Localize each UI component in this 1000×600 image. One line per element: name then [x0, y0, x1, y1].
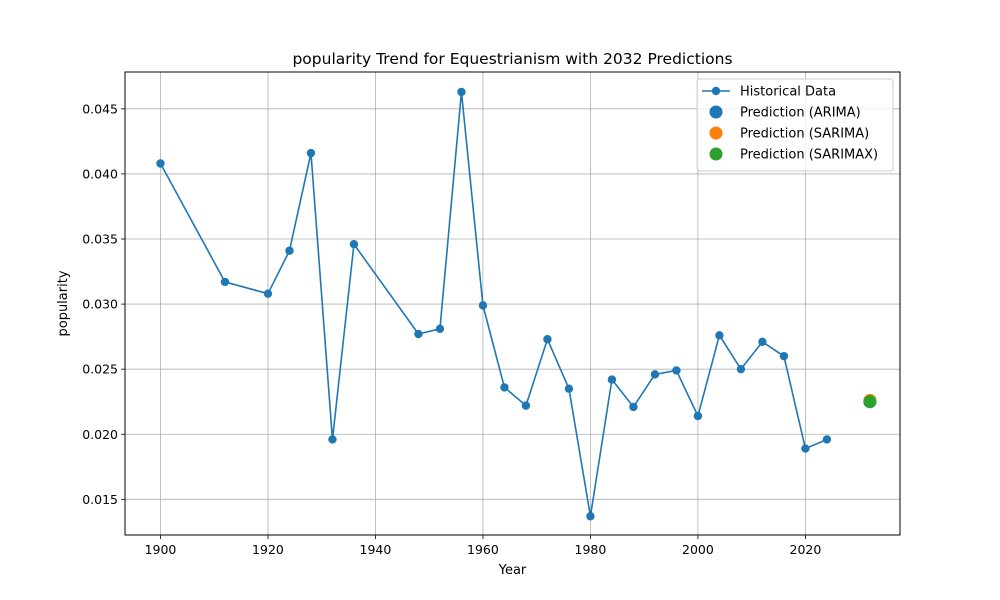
series-layer [156, 87, 877, 521]
x-tick-label: 1920 [252, 542, 284, 557]
data-point [414, 329, 423, 339]
y-tick-label: 0.020 [82, 427, 118, 442]
legend-label: Prediction (SARIMA) [740, 127, 869, 142]
legend-item: Prediction (ARIMA) [709, 105, 861, 121]
grid [125, 72, 900, 535]
data-point [736, 364, 746, 374]
data-point [220, 277, 230, 287]
data-point [779, 351, 789, 361]
data-point [543, 335, 552, 344]
legend-marker [709, 105, 723, 119]
data-point [672, 366, 681, 375]
data-point [285, 246, 294, 255]
data-point [822, 435, 832, 444]
series-historical-data [156, 87, 832, 521]
legend: Historical Data Prediction (ARIMA) Predict… [696, 78, 894, 172]
data-point [758, 337, 767, 347]
data-point [500, 383, 509, 392]
data-point [478, 301, 488, 310]
x-tick-label: 2000 [682, 542, 714, 557]
legend-box [696, 78, 894, 172]
legend-label: Historical Data [740, 85, 836, 100]
ticks: 1900 1920 1940 1960 1980 2000 2020 0.015 0.020 0.… [82, 101, 821, 557]
data-point [650, 370, 660, 379]
legend-item: Prediction (SARIMAX) [709, 147, 878, 163]
y-tick-label: 0.035 [82, 232, 118, 247]
data-point [349, 240, 359, 249]
data-point [715, 331, 724, 340]
data-point [586, 512, 595, 521]
x-tick-label: 1900 [145, 542, 177, 557]
prediction-point [863, 395, 877, 409]
data-point [801, 444, 810, 453]
data-point [263, 289, 273, 298]
data-point [435, 324, 445, 334]
legend-item: Prediction (SARIMA) [709, 126, 869, 142]
x-tick-label: 2020 [790, 542, 822, 557]
legend-marker [709, 126, 723, 140]
data-point [306, 148, 316, 158]
data-point [629, 402, 638, 412]
data-point [328, 435, 337, 444]
data-point [693, 411, 703, 421]
x-tick-label: 1940 [360, 542, 392, 557]
legend-marker [709, 147, 723, 161]
legend-marker [711, 86, 721, 96]
y-tick-label: 0.015 [82, 492, 118, 507]
data-point [457, 87, 466, 97]
x-tick-label: 1980 [575, 542, 607, 557]
y-axis-label: popularity [56, 270, 71, 336]
data-point [564, 384, 574, 393]
plot-frame [124, 71, 901, 536]
y-tick-label: 0.025 [82, 362, 118, 377]
y-tick-label: 0.030 [82, 297, 118, 312]
x-tick-label: 1960 [467, 542, 499, 557]
data-point [521, 401, 531, 410]
y-tick-label: 0.045 [82, 101, 118, 116]
legend-label: Prediction (SARIMAX) [740, 148, 878, 163]
series-prediction-sarimax [863, 395, 877, 409]
chart-title: popularity Trend for Equestrianism with … [292, 50, 732, 68]
y-tick-label: 0.040 [82, 166, 118, 181]
x-axis-label: Year [498, 563, 527, 578]
data-point [607, 375, 617, 384]
legend-item: Historical Data [702, 85, 836, 100]
legend-label: Prediction (ARIMA) [740, 106, 861, 121]
data-point [156, 159, 165, 168]
